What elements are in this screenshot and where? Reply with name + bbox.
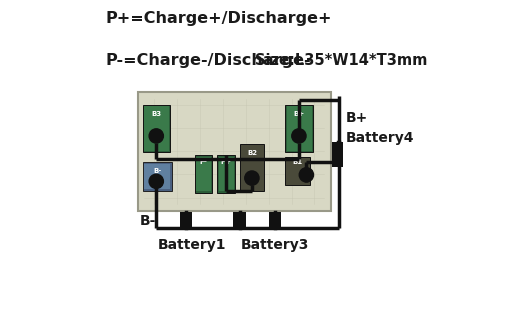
Bar [144, 106, 169, 151]
Bar [196, 157, 211, 191]
Bar [287, 106, 312, 151]
Circle shape [149, 129, 163, 143]
Text: P+: P+ [220, 159, 232, 165]
Circle shape [299, 168, 314, 182]
Text: B2: B2 [247, 149, 257, 156]
Text: Battery4: Battery4 [345, 131, 414, 145]
Bar [286, 157, 309, 184]
Circle shape [292, 129, 306, 143]
Bar [217, 155, 235, 193]
Bar [218, 157, 234, 191]
Circle shape [149, 174, 163, 188]
Text: P+=Charge+/Discharge+: P+=Charge+/Discharge+ [105, 11, 332, 26]
Text: Battery1: Battery1 [158, 238, 227, 252]
Text: P-: P- [200, 159, 207, 165]
Text: B+: B+ [345, 111, 367, 125]
Bar [332, 143, 343, 167]
Text: Battery3: Battery3 [240, 238, 309, 252]
Text: B-: B- [139, 214, 156, 228]
Bar [194, 155, 212, 193]
Bar [138, 92, 331, 211]
Circle shape [245, 171, 259, 185]
Bar [180, 212, 192, 230]
Bar [143, 105, 170, 152]
Bar [240, 144, 264, 191]
Text: P-=Charge-/Discharge-: P-=Charge-/Discharge- [105, 53, 311, 68]
Text: B-: B- [153, 168, 161, 174]
Text: B1: B1 [292, 159, 302, 165]
Bar [143, 162, 172, 191]
Text: Size:L35*W14*T3mm: Size:L35*W14*T3mm [254, 53, 427, 68]
Bar [286, 105, 313, 152]
Text: B+: B+ [294, 111, 305, 117]
Bar [269, 212, 281, 230]
Bar [144, 164, 170, 189]
Text: B3: B3 [151, 111, 161, 117]
Bar [234, 212, 246, 230]
